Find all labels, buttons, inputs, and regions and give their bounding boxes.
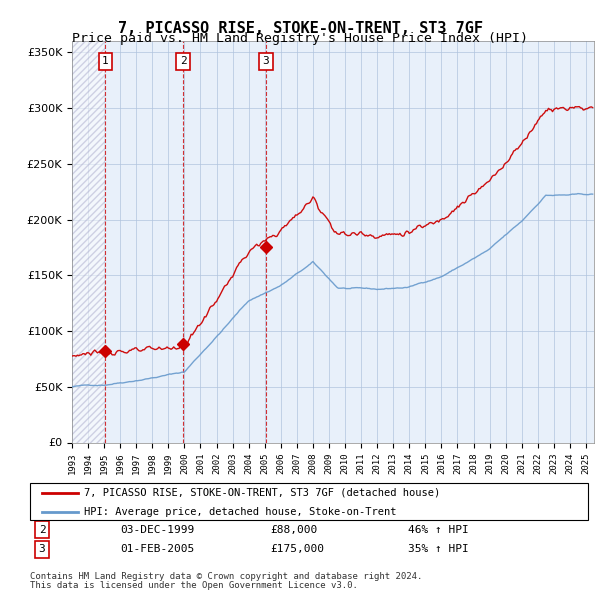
Text: 1: 1: [38, 506, 46, 515]
Text: Price paid vs. HM Land Registry's House Price Index (HPI): Price paid vs. HM Land Registry's House …: [72, 32, 528, 45]
Text: 27-JAN-1995: 27-JAN-1995: [120, 506, 194, 515]
Text: 7, PICASSO RISE, STOKE-ON-TRENT, ST3 7GF (detached house): 7, PICASSO RISE, STOKE-ON-TRENT, ST3 7GF…: [84, 488, 440, 497]
Text: 46% ↑ HPI: 46% ↑ HPI: [408, 525, 469, 535]
Text: 7, PICASSO RISE, STOKE-ON-TRENT, ST3 7GF: 7, PICASSO RISE, STOKE-ON-TRENT, ST3 7GF: [118, 21, 482, 35]
Text: 3: 3: [38, 545, 46, 554]
Text: 2: 2: [180, 57, 187, 66]
Text: £175,000: £175,000: [270, 545, 324, 554]
Text: 03-DEC-1999: 03-DEC-1999: [120, 525, 194, 535]
Text: HPI: Average price, detached house, Stoke-on-Trent: HPI: Average price, detached house, Stok…: [84, 507, 397, 516]
Text: 58% ↑ HPI: 58% ↑ HPI: [408, 506, 469, 515]
Text: HPI: Average price, detached house, Stoke-on-Trent: HPI: Average price, detached house, Stok…: [84, 507, 397, 516]
Text: 2: 2: [38, 525, 46, 535]
Text: 35% ↑ HPI: 35% ↑ HPI: [408, 545, 469, 554]
Text: £88,000: £88,000: [270, 525, 317, 535]
Text: 01-FEB-2005: 01-FEB-2005: [120, 545, 194, 554]
Text: This data is licensed under the Open Government Licence v3.0.: This data is licensed under the Open Gov…: [30, 581, 358, 589]
Text: £82,000: £82,000: [270, 506, 317, 515]
Text: 3: 3: [263, 57, 269, 66]
Text: 1: 1: [102, 57, 109, 66]
Bar: [72, 41, 105, 442]
Text: 7, PICASSO RISE, STOKE-ON-TRENT, ST3 7GF (detached house): 7, PICASSO RISE, STOKE-ON-TRENT, ST3 7GF…: [84, 488, 440, 497]
Text: Contains HM Land Registry data © Crown copyright and database right 2024.: Contains HM Land Registry data © Crown c…: [30, 572, 422, 581]
